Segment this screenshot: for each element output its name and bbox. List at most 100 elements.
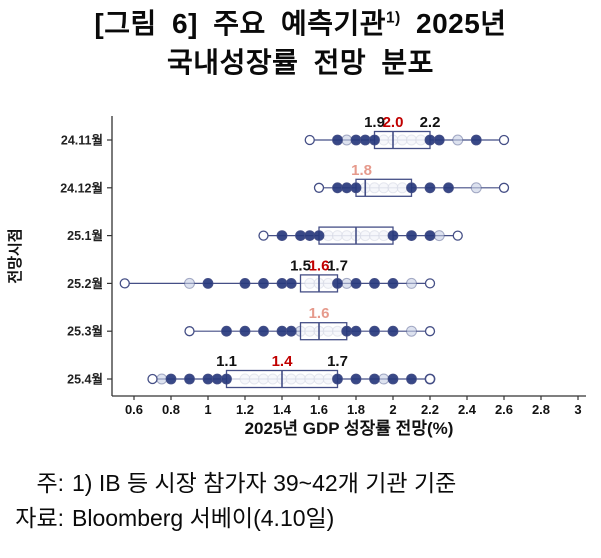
- box-value-label: 2.0: [383, 114, 404, 131]
- y-tick-label: 25.3월: [67, 324, 103, 339]
- x-tick-label: 1.2: [236, 402, 254, 417]
- scatter-point-dark: [369, 134, 380, 146]
- box-value-label: 1.4: [272, 353, 294, 370]
- scatter-point-dark: [221, 373, 232, 385]
- scatter-point-dark: [341, 182, 353, 194]
- box-value-label: 2.2: [420, 114, 441, 131]
- scatter-point-dark: [165, 373, 177, 385]
- scatter-point-open: [424, 373, 436, 385]
- x-tick-label: 0.6: [125, 402, 143, 417]
- title-footnote-marker: 1): [386, 9, 401, 27]
- y-axis-title: 전망시점: [6, 228, 24, 283]
- scatter-point-dark: [239, 277, 251, 289]
- scatter-point-dark: [304, 230, 316, 242]
- scatter-point-light: [452, 134, 464, 146]
- box-value-label: 1.7: [327, 257, 348, 274]
- scatter-point-open: [184, 326, 195, 337]
- scatter-point-dark: [350, 182, 362, 194]
- scatter-point-light: [156, 373, 168, 385]
- source-text: Bloomberg 서베이(4.10일): [72, 504, 335, 531]
- x-tick-label: 1.8: [347, 402, 365, 417]
- x-tick-label: 0.8: [162, 402, 180, 417]
- note-text: 1) IB 등 시장 참가자 39~42개 기관 기준: [72, 470, 457, 496]
- box-value-label: 1.6: [309, 257, 330, 274]
- x-tick-label: 2.2: [421, 402, 439, 417]
- figure-notes: 주: 1) IB 등 시장 참가자 39~42개 기관 기준 자료: Bloom…: [0, 466, 601, 535]
- scatter-point-dark: [295, 230, 306, 242]
- scatter-point-dark: [202, 277, 214, 289]
- scatter-point-dark: [332, 134, 343, 146]
- scatter-point-dark: [350, 325, 362, 337]
- scatter-point-dark: [239, 325, 251, 337]
- scatter-point-dark: [258, 325, 269, 337]
- x-tick-label: 2.6: [495, 402, 513, 417]
- scatter-point-dark: [276, 277, 288, 289]
- x-tick-label: 1.6: [310, 402, 328, 417]
- note-row: 주: 1) IB 등 시장 참가자 39~42개 기관 기준: [0, 466, 601, 501]
- scatter-point-dark: [276, 325, 288, 337]
- y-tick-label: 24.12월: [60, 180, 103, 195]
- y-tick-label: 25.1월: [67, 228, 103, 243]
- box-rect: [373, 130, 431, 150]
- scatter-point-light: [433, 230, 445, 242]
- scatter-point-light: [470, 182, 482, 194]
- scatter-point-dark: [341, 325, 353, 337]
- x-tick-label: 2.8: [532, 402, 550, 417]
- box-value-label: 1.1: [216, 353, 237, 370]
- scatter-point-dark: [184, 373, 195, 385]
- scatter-point-dark: [221, 325, 232, 337]
- scatter-point-light: [406, 277, 417, 289]
- source-row: 자료: Bloomberg 서베이(4.10일): [0, 501, 601, 536]
- scatter-point-dark: [369, 325, 380, 337]
- scatter-point-dark: [387, 230, 399, 242]
- scatter-point-dark: [433, 134, 445, 146]
- box-value-label: 1.7: [327, 353, 348, 370]
- scatter-point-open: [452, 230, 463, 241]
- x-tick-label: 2: [389, 402, 396, 417]
- note-label: 주:: [36, 470, 64, 496]
- scatter-point-open: [119, 278, 130, 289]
- scatter-point-open: [147, 373, 158, 385]
- scatter-point-open: [313, 182, 325, 193]
- scatter-point-dark: [350, 373, 362, 385]
- scatter-point-light: [341, 277, 353, 289]
- figure-title: [그림 6] 주요 예측기관1) 2025년 국내성장률 전망 분포: [0, 4, 601, 82]
- scatter-point-dark: [424, 230, 436, 242]
- scatter-point-dark: [424, 134, 436, 146]
- scatter-point-dark: [369, 277, 380, 289]
- figure-title-line2: 국내성장률 전망 분포: [167, 47, 434, 79]
- source-label: 자료:: [15, 504, 64, 531]
- scatter-point-dark: [387, 373, 399, 385]
- scatter-point-dark: [387, 277, 399, 289]
- box-value-label: 1.9: [364, 114, 385, 131]
- scatter-point-dark: [350, 134, 362, 146]
- title-text: [그림 6] 주요 예측기관: [94, 8, 387, 39]
- scatter-point-dark: [258, 277, 269, 289]
- scatter-point-dark: [443, 182, 454, 194]
- scatter-point-dark: [369, 373, 380, 385]
- x-tick-label: 1.4: [273, 402, 292, 417]
- scatter-point-open: [498, 182, 510, 193]
- x-tick-label: 2.4: [458, 402, 477, 417]
- y-tick-label: 25.4월: [67, 372, 103, 387]
- scatter-point-dark: [406, 230, 417, 242]
- boxplot-chart: 0.6 0.8 1 1.2 1.4 1.6 1.8 2 2.2 2.4 2.6 2.8 3 2025년 G…: [6, 114, 586, 438]
- box-value-label: 1.5: [290, 257, 311, 274]
- box-rect: [299, 322, 348, 341]
- y-tick-label: 25.2월: [67, 276, 103, 291]
- scatter-point-open: [498, 134, 510, 146]
- scatter-point-dark: [332, 277, 343, 289]
- x-tick-label: 3: [574, 402, 581, 417]
- scatter-point-dark: [313, 230, 325, 242]
- scatter-point-dark: [359, 134, 371, 146]
- scatter-point-dark: [211, 373, 223, 385]
- scatter-point-light: [341, 134, 353, 146]
- scatter-point-dark: [406, 182, 417, 194]
- scatter-point-dark: [406, 373, 417, 385]
- scatter-point-light: [406, 325, 417, 337]
- scatter-point-dark: [332, 373, 343, 385]
- y-tick-label: 24.11월: [61, 133, 103, 148]
- figure-title-line1: [그림 6] 주요 예측기관1) 2025년: [0, 4, 601, 43]
- scatter-point-light: [378, 373, 390, 385]
